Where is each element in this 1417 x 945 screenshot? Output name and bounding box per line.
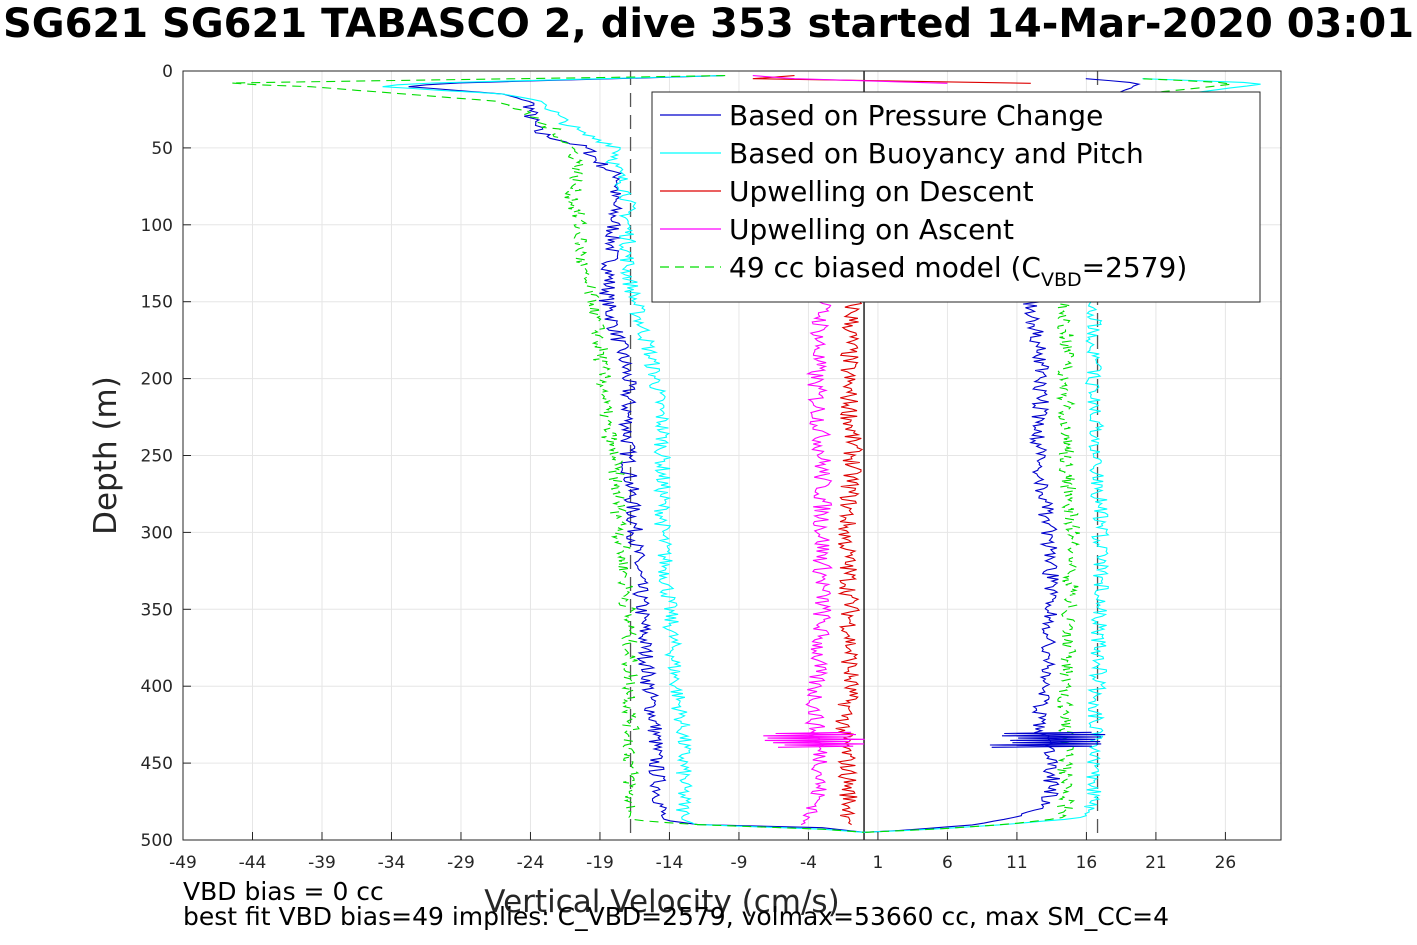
x-tick-label: -19 — [586, 853, 614, 873]
x-tick-label: -44 — [239, 853, 267, 873]
legend-box — [651, 91, 1261, 303]
y-tick-label: 150 — [141, 293, 173, 313]
x-tick-label: -24 — [517, 853, 545, 873]
x-tick-label: 16 — [1076, 853, 1098, 873]
y-tick-label: 250 — [141, 447, 173, 467]
x-tick-label: -9 — [730, 853, 747, 873]
y-tick-label: 100 — [141, 216, 173, 236]
series-line-descent — [382, 75, 725, 826]
x-axis-label: Vertical Velocity (cm/s) — [484, 884, 839, 920]
x-tick-label: -34 — [378, 853, 406, 873]
y-tick-label: 200 — [141, 370, 173, 390]
x-tick-label: -39 — [308, 853, 336, 873]
series-line-bottom — [697, 824, 865, 833]
footer-note-best-fit: best fit VBD bias=49 implies: C_VBD=2579… — [183, 902, 1170, 931]
x-tick-label: 1 — [873, 853, 884, 873]
spike-burst — [763, 731, 1106, 748]
spike-line — [763, 731, 865, 748]
series-line-surface — [752, 75, 948, 84]
y-tick-label: 50 — [151, 139, 173, 159]
legend-label: Based on Pressure Change — [729, 99, 1103, 132]
x-tick-label: -4 — [800, 853, 817, 873]
series-line-descent — [231, 75, 726, 826]
x-tick-label: -49 — [169, 853, 197, 873]
legend-label: 49 cc biased model (CVBD=2579) — [729, 251, 1187, 291]
x-tick-label: -14 — [656, 853, 684, 873]
footer-note-vbd-bias: VBD bias = 0 cc — [183, 877, 384, 906]
x-tick-label: 21 — [1145, 853, 1167, 873]
y-tick-label: 400 — [141, 677, 173, 697]
x-tick-label: 26 — [1215, 853, 1237, 873]
series-line-bottom — [697, 824, 865, 833]
y-tick-label: 350 — [141, 600, 173, 620]
x-tick-label: -29 — [447, 853, 475, 873]
y-tick-label: 500 — [141, 831, 173, 851]
series-line-surface — [752, 75, 1031, 84]
legend-label: Upwelling on Ascent — [729, 213, 1014, 246]
x-tick-label: 6 — [942, 853, 953, 873]
page-title: SG621 SG621 TABASCO 2, dive 353 started … — [2, 4, 1415, 44]
series-lines — [231, 75, 1261, 833]
legend: Based on Pressure Change Based on Buoyanc… — [651, 91, 1261, 303]
y-tick-label: 300 — [141, 523, 173, 543]
series-line-descent — [408, 75, 724, 826]
y-axis-label: Depth (m) — [88, 376, 124, 535]
x-tick-label: 11 — [1006, 853, 1028, 873]
spike-line — [989, 731, 1106, 748]
y-tick-label: 0 — [162, 62, 173, 82]
legend-label: Upwelling on Descent — [729, 175, 1034, 208]
legend-label: Based on Buoyancy and Pitch — [729, 137, 1144, 170]
y-tick-label: 450 — [141, 754, 173, 774]
axis-ticks: -49 -44 -39 -34 -29 -24 -19 -14 -9 -4 1 6 11 16 21 2605… — [141, 62, 1237, 873]
